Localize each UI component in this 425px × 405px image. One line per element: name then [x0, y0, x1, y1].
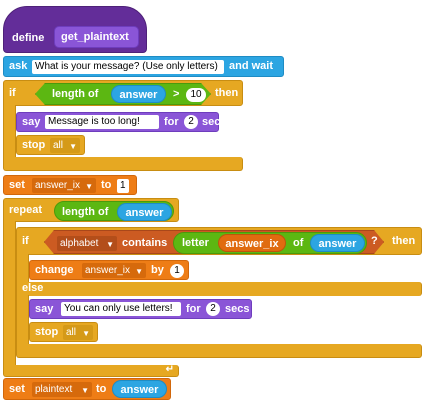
change-answer-ix-block[interactable]: change answer_ix ▼ by 1 [29, 260, 189, 280]
to-label: to [96, 383, 107, 395]
of-label: of [293, 237, 304, 249]
set-answer-ix-block[interactable]: set answer_ix ▼ to 1 [3, 175, 137, 195]
answer-reporter[interactable]: answer [117, 203, 172, 221]
custom-block-name: get_plaintext [54, 26, 139, 48]
greater-than-operator[interactable]: length of answer > 10 [35, 83, 211, 105]
ask-block[interactable]: ask What is your message? (Use only lett… [3, 56, 284, 77]
say-block-letters-only[interactable]: say You can only use letters! for 2 secs [29, 299, 252, 319]
if-else-arm-top [16, 254, 29, 284]
define-block[interactable]: define get_plaintext [3, 6, 147, 53]
variable-dropdown[interactable]: answer_ix ▼ [82, 263, 146, 278]
answer-ix-reporter[interactable]: answer_ix [218, 234, 286, 252]
say-for-label: for [164, 116, 179, 128]
answer-reporter[interactable]: answer [112, 380, 167, 398]
length-of-reporter[interactable]: length of answer [54, 201, 174, 221]
letter-of-reporter[interactable]: letter answer_ix of answer [173, 232, 367, 254]
greater-than-symbol: > [173, 88, 180, 100]
if-else-arm-bottom [16, 295, 29, 346]
change-value-input[interactable]: 1 [170, 264, 184, 278]
say-secs-input[interactable]: 2 [206, 302, 220, 316]
chevron-down-icon: ▼ [81, 386, 89, 395]
repeat-bottom: ↵ [3, 365, 179, 377]
if-block-length-check[interactable]: if length of answer > 10 then [3, 80, 243, 106]
to-label: to [101, 179, 112, 191]
ask-prompt-input[interactable]: What is your message? (Use only letters) [32, 60, 224, 74]
length-limit-input[interactable]: 10 [186, 88, 206, 102]
variable-dropdown[interactable]: answer_ix ▼ [32, 178, 96, 193]
if-else-bottom [16, 344, 422, 358]
else-section: else [16, 282, 422, 296]
chevron-down-icon: ▼ [69, 142, 77, 151]
list-contains-predicate[interactable]: alphabet ▼ contains letter answer_ix of a… [44, 230, 384, 254]
if-else-block[interactable]: if alphabet ▼ contains letter answer_ix o… [16, 227, 422, 255]
else-keyword: else [22, 282, 44, 294]
ask-keyword: ask [9, 60, 28, 72]
stop-block[interactable]: stop all ▼ [29, 322, 98, 342]
question-mark: ? [371, 235, 378, 247]
set-plaintext-block[interactable]: set plaintext ▼ to answer [3, 378, 171, 400]
variable-dropdown[interactable]: plaintext ▼ [32, 382, 92, 397]
then-keyword: then [392, 235, 416, 247]
repeat-block[interactable]: repeat length of answer [3, 198, 179, 222]
set-value-input[interactable]: 1 [117, 179, 129, 193]
loop-arrow-icon: ↵ [165, 364, 174, 375]
stop-keyword: stop [35, 326, 59, 338]
chevron-down-icon: ▼ [106, 240, 114, 249]
say-secs-label: secs [225, 303, 250, 315]
say-for-label: for [186, 303, 201, 315]
stop-block[interactable]: stop all ▼ [16, 135, 85, 155]
repeat-keyword: repeat [9, 204, 43, 216]
answer-reporter[interactable]: answer [310, 234, 365, 252]
say-block-too-long[interactable]: say Message is too long! for 2 secs [16, 112, 226, 132]
contains-label: contains [122, 237, 168, 249]
list-dropdown[interactable]: alphabet ▼ [57, 236, 117, 251]
then-keyword: then [215, 87, 239, 99]
say-text-input[interactable]: Message is too long! [45, 115, 159, 129]
say-keyword: say [22, 116, 41, 128]
say-secs-input[interactable]: 2 [184, 115, 198, 129]
say-text-input[interactable]: You can only use letters! [61, 302, 181, 316]
stop-keyword: stop [22, 139, 46, 151]
chevron-down-icon: ▼ [135, 267, 143, 276]
say-keyword: say [35, 303, 54, 315]
chevron-down-icon: ▼ [82, 329, 90, 338]
define-keyword: define [12, 32, 45, 44]
chevron-down-icon: ▼ [85, 182, 93, 191]
repeat-arm [3, 221, 16, 367]
stop-option-dropdown[interactable]: all ▼ [63, 325, 93, 340]
answer-reporter[interactable]: answer [111, 85, 166, 103]
change-keyword: change [35, 264, 74, 276]
if-block-bottom [3, 157, 243, 171]
if-keyword: if [9, 87, 16, 99]
stop-option-dropdown[interactable]: all ▼ [50, 138, 80, 153]
set-keyword: set [9, 179, 25, 191]
length-of-label: length of [52, 88, 99, 100]
letter-label: letter [182, 237, 209, 249]
if-keyword: if [22, 235, 29, 247]
by-label: by [151, 264, 164, 276]
if-block-arm [3, 105, 16, 158]
set-keyword: set [9, 383, 25, 395]
ask-suffix: and wait [229, 60, 274, 72]
say-secs-label: secs [202, 116, 227, 128]
